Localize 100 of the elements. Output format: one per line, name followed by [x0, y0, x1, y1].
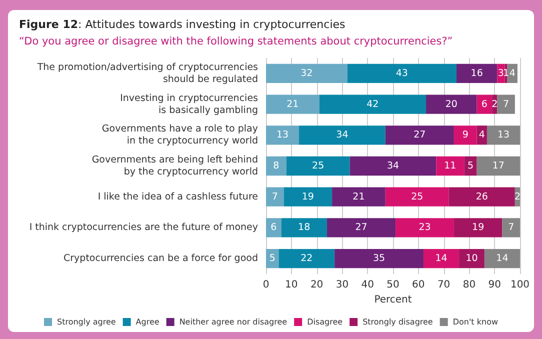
- bar: [281, 218, 327, 238]
- bar: [448, 187, 515, 206]
- bar: [454, 218, 502, 238]
- data-label: 4: [478, 130, 485, 141]
- bar: [484, 249, 520, 268]
- x-axis-title: Percent: [374, 294, 412, 306]
- data-label: 22: [300, 253, 313, 264]
- y-tick-label: Governments are being left behind by the cryptocurrency world: [92, 154, 258, 178]
- data-label: 19: [472, 222, 484, 234]
- x-tick-label: 0: [262, 280, 270, 290]
- bar: [486, 126, 520, 145]
- bar: [350, 156, 436, 176]
- bar: [278, 249, 335, 268]
- data-label: 18: [298, 222, 310, 234]
- bar: [396, 218, 454, 238]
- bar: [426, 94, 477, 114]
- bar: [385, 187, 449, 206]
- data-label: 23: [418, 222, 431, 234]
- y-tick-label: Investing in cryptocurrencies is basically gambling: [120, 92, 258, 116]
- bar: [299, 126, 386, 145]
- chart-subtitle: “Do you agree or disagree with the following statements about cryptocurrencies?”: [19, 36, 453, 48]
- legend-label: Agree: [136, 318, 160, 326]
- data-label: 14: [496, 253, 508, 264]
- data-label: 21: [352, 191, 365, 202]
- bar: [286, 156, 350, 176]
- bar: [497, 94, 515, 114]
- data-label: 19: [302, 191, 314, 202]
- bar: [266, 126, 300, 145]
- x-tick-label: 70: [437, 280, 450, 290]
- y-tick-label: Governments have a role to play in the cryptocurrency world: [102, 124, 258, 147]
- y-tick-label: I think cryptocurrencies are the future of money: [29, 222, 258, 234]
- data-label: 1: [503, 68, 510, 79]
- bar: [423, 249, 460, 268]
- bar: [334, 249, 424, 268]
- data-label: 2: [514, 191, 520, 202]
- data-label: 13: [276, 130, 289, 141]
- bar: [326, 218, 396, 238]
- bar: [266, 64, 348, 83]
- data-label: 3: [498, 68, 504, 79]
- data-label: 7: [503, 98, 510, 110]
- data-label: 4: [509, 68, 516, 79]
- data-label: 34: [386, 160, 400, 172]
- data-label: 21: [286, 98, 299, 110]
- data-label: 14: [435, 253, 448, 264]
- legend-label: Don't know: [452, 318, 498, 326]
- bar: [436, 156, 464, 176]
- legend-label: Strongly disagree: [362, 318, 433, 326]
- bar: [347, 64, 456, 83]
- data-label: 25: [411, 191, 424, 202]
- x-tick-label: 40: [361, 280, 374, 290]
- bar: [456, 64, 498, 83]
- bar: [332, 187, 386, 206]
- data-label: 32: [300, 68, 313, 79]
- bar: [266, 218, 282, 238]
- x-tick-label: 20: [310, 280, 324, 290]
- data-label: 13: [497, 130, 510, 141]
- bar: [454, 126, 477, 145]
- x-tick-label: 10: [285, 280, 298, 290]
- data-label: 10: [466, 253, 478, 264]
- data-label: 27: [414, 130, 426, 141]
- data-label: 7: [508, 222, 514, 234]
- data-label: 6: [481, 98, 488, 110]
- bar: [284, 187, 332, 206]
- chart-title: Figure 12: Attitudes towards investing in cryptocurrencies: [19, 18, 346, 31]
- data-label: 11: [444, 160, 456, 172]
- data-label: 7: [272, 191, 278, 202]
- data-label: 20: [445, 98, 458, 110]
- legend-label: Neither agree nor disagree: [179, 318, 288, 326]
- bar: [266, 94, 320, 114]
- data-label: 26: [476, 191, 488, 202]
- data-label: 35: [372, 253, 386, 264]
- data-label: 34: [336, 130, 348, 141]
- data-label: 9: [462, 130, 468, 141]
- bar: [266, 187, 284, 206]
- data-label: 25: [312, 160, 324, 172]
- x-tick-label: 30: [336, 280, 349, 290]
- data-label: 6: [270, 222, 277, 234]
- data-label: 17: [492, 160, 504, 172]
- legend-label: Strongly agree: [57, 318, 116, 326]
- y-tick-label: The promotion/advertising of cryptocurrencies should be regulated: [36, 62, 258, 85]
- bar: [385, 126, 454, 145]
- x-tick-label: 50: [386, 280, 400, 290]
- bar: [319, 94, 426, 114]
- x-tick-label: 100: [510, 280, 530, 290]
- y-tick-label: I like the idea of a cashless future: [98, 191, 258, 202]
- x-tick-label: 60: [412, 280, 425, 290]
- bar: [476, 94, 492, 114]
- data-label: 5: [269, 253, 276, 264]
- data-label: 5: [467, 160, 474, 172]
- legend-label: Disagree: [307, 318, 343, 326]
- data-label: 8: [273, 160, 280, 172]
- bar: [502, 218, 520, 238]
- bar: [266, 156, 286, 176]
- y-tick-label: Cryptocurrencies can be a force for good: [64, 253, 258, 264]
- bar: [476, 156, 520, 176]
- data-label: 27: [355, 222, 368, 234]
- bar: [464, 156, 477, 176]
- data-label: 16: [470, 68, 483, 79]
- x-tick-label: 90: [488, 280, 501, 290]
- bar: [459, 249, 484, 268]
